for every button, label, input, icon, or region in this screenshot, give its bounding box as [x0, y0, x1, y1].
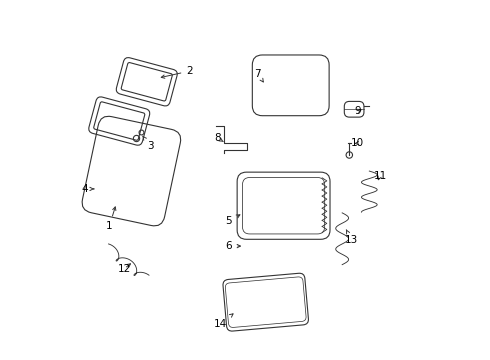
Text: 2: 2 — [161, 66, 193, 78]
Text: 6: 6 — [225, 241, 241, 251]
Text: 1: 1 — [106, 207, 116, 231]
Text: 3: 3 — [143, 136, 154, 151]
Text: 12: 12 — [118, 264, 131, 274]
Text: 14: 14 — [214, 314, 233, 329]
Text: 11: 11 — [373, 171, 387, 181]
Text: 7: 7 — [254, 68, 263, 82]
Text: 4: 4 — [82, 184, 94, 194]
Text: 10: 10 — [351, 138, 364, 148]
Text: 9: 9 — [354, 106, 361, 116]
Text: 5: 5 — [225, 215, 240, 226]
Text: 8: 8 — [214, 133, 223, 143]
Text: 13: 13 — [345, 230, 358, 245]
